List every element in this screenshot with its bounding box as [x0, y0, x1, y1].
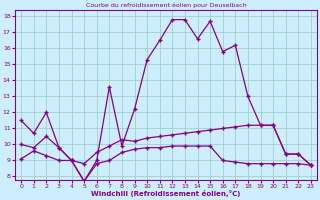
X-axis label: Windchill (Refroidissement éolien,°C): Windchill (Refroidissement éolien,°C) — [91, 190, 241, 197]
Title: Courbe du refroidissement éolien pour Deuselbach: Courbe du refroidissement éolien pour De… — [86, 3, 246, 8]
